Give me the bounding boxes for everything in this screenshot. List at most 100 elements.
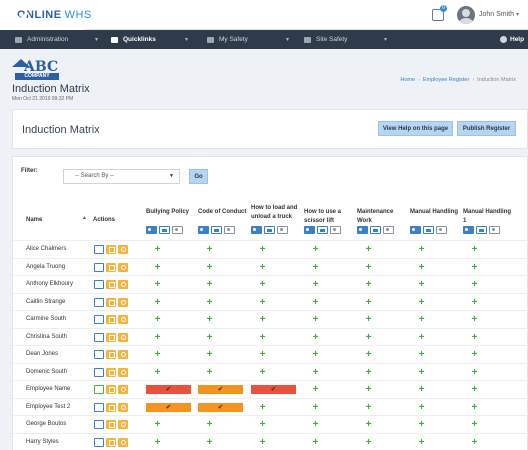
- add-induction-cell[interactable]: +: [312, 296, 319, 308]
- employee-name[interactable]: Harry Styles: [26, 438, 59, 445]
- user-icon[interactable]: [277, 226, 288, 234]
- nav-site-safety[interactable]: Site Safety ▾: [304, 30, 387, 49]
- add-induction-cell[interactable]: +: [365, 436, 372, 448]
- notify-icon[interactable]: [118, 402, 128, 412]
- add-induction-cell[interactable]: +: [471, 244, 478, 255]
- add-induction-cell[interactable]: +: [154, 314, 161, 325]
- add-induction-cell[interactable]: +: [312, 384, 319, 395]
- brand-logo[interactable]: ONLINE WHS: [0, 0, 91, 30]
- employee-name[interactable]: Anthony Elkhoury: [26, 281, 74, 287]
- add-induction-cell[interactable]: +: [154, 436, 161, 448]
- add-induction-cell[interactable]: +: [154, 279, 161, 290]
- add-induction-cell[interactable]: +: [365, 261, 372, 273]
- employee-name[interactable]: Dean Jones: [26, 351, 59, 357]
- add-induction-cell[interactable]: +: [206, 366, 213, 378]
- breadcrumb-employee-register[interactable]: Employee Register: [422, 77, 470, 83]
- notify-icon[interactable]: [118, 367, 128, 377]
- add-induction-cell[interactable]: +: [365, 279, 372, 290]
- add-induction-cell[interactable]: +: [312, 261, 319, 273]
- add-induction-cell[interactable]: +: [154, 331, 161, 343]
- add-induction-cell[interactable]: +: [418, 261, 425, 273]
- add-induction-cell[interactable]: +: [471, 261, 478, 273]
- notify-icon[interactable]: [118, 332, 128, 342]
- add-induction-cell[interactable]: +: [312, 244, 319, 255]
- add-induction-cell[interactable]: +: [154, 261, 161, 273]
- employee-name[interactable]: Carmine South: [26, 316, 67, 322]
- card-icon[interactable]: [159, 226, 170, 234]
- notify-icon[interactable]: [118, 385, 128, 394]
- add-induction-cell[interactable]: +: [418, 314, 425, 325]
- view-icon[interactable]: [94, 385, 104, 394]
- notify-icon[interactable]: [118, 437, 128, 447]
- go-button[interactable]: Go: [189, 169, 208, 184]
- employee-name[interactable]: George Boutos: [26, 421, 67, 427]
- view-icon[interactable]: [94, 297, 104, 307]
- add-induction-cell[interactable]: +: [365, 244, 372, 255]
- add-induction-cell[interactable]: +: [259, 296, 266, 308]
- add-induction-cell[interactable]: +: [471, 401, 478, 413]
- edit-icon[interactable]: [106, 350, 116, 359]
- add-induction-cell[interactable]: +: [206, 261, 213, 273]
- search-by-select[interactable]: -- Search By -- ▼: [63, 169, 180, 184]
- add-induction-cell[interactable]: +: [259, 436, 266, 448]
- add-induction-cell[interactable]: +: [259, 419, 266, 430]
- card-icon[interactable]: [370, 226, 381, 234]
- notify-icon[interactable]: [118, 420, 128, 429]
- add-induction-cell[interactable]: +: [418, 384, 425, 395]
- user-icon[interactable]: [383, 226, 394, 234]
- add-induction-cell[interactable]: +: [259, 349, 266, 360]
- add-induction-cell[interactable]: +: [471, 384, 478, 395]
- notify-icon[interactable]: [118, 315, 128, 324]
- edit-icon[interactable]: [106, 332, 116, 342]
- employee-name[interactable]: Christina South: [26, 333, 68, 340]
- employee-name[interactable]: Angela Truong: [26, 263, 66, 270]
- add-induction-cell[interactable]: +: [471, 296, 478, 308]
- add-induction-cell[interactable]: +: [312, 366, 319, 378]
- add-induction-cell[interactable]: +: [206, 331, 213, 343]
- card-icon[interactable]: [317, 226, 328, 234]
- add-induction-cell[interactable]: +: [471, 366, 478, 378]
- add-induction-cell[interactable]: +: [365, 314, 372, 325]
- overdue-induction-cell[interactable]: ✔: [146, 385, 191, 394]
- add-induction-cell[interactable]: +: [154, 349, 161, 360]
- add-induction-cell[interactable]: +: [418, 296, 425, 308]
- person-icon[interactable]: [410, 226, 421, 234]
- add-induction-cell[interactable]: +: [206, 279, 213, 290]
- add-induction-cell[interactable]: +: [206, 314, 213, 325]
- add-induction-cell[interactable]: +: [206, 244, 213, 255]
- notify-icon[interactable]: [118, 262, 128, 272]
- add-induction-cell[interactable]: +: [259, 331, 266, 343]
- add-induction-cell[interactable]: +: [418, 419, 425, 430]
- add-induction-cell[interactable]: +: [312, 349, 319, 360]
- employee-name[interactable]: Employee Test 2: [26, 403, 71, 410]
- view-icon[interactable]: [94, 402, 104, 412]
- add-induction-cell[interactable]: +: [471, 349, 478, 360]
- name-header[interactable]: Name: [26, 217, 43, 223]
- add-induction-cell[interactable]: +: [259, 244, 266, 255]
- add-induction-cell[interactable]: +: [365, 296, 372, 308]
- add-induction-cell[interactable]: +: [418, 436, 425, 448]
- person-icon[interactable]: [304, 226, 315, 234]
- add-induction-cell[interactable]: +: [471, 314, 478, 325]
- person-icon[interactable]: [357, 226, 368, 234]
- add-induction-cell[interactable]: +: [365, 401, 372, 413]
- view-icon[interactable]: [94, 315, 104, 324]
- add-induction-cell[interactable]: +: [154, 419, 161, 430]
- user-icon[interactable]: [224, 226, 235, 234]
- notify-icon[interactable]: [118, 297, 128, 307]
- add-induction-cell[interactable]: +: [312, 314, 319, 325]
- add-induction-cell[interactable]: +: [365, 366, 372, 378]
- view-icon[interactable]: [94, 245, 104, 254]
- add-induction-cell[interactable]: +: [312, 436, 319, 448]
- card-icon[interactable]: [211, 226, 222, 234]
- nav-quicklinks[interactable]: Quicklinks ▾: [111, 30, 188, 49]
- add-induction-cell[interactable]: +: [418, 349, 425, 360]
- add-induction-cell[interactable]: +: [365, 384, 372, 395]
- nav-administration[interactable]: Administration ▾: [15, 30, 98, 49]
- user-icon[interactable]: [330, 226, 341, 234]
- notify-icon[interactable]: [118, 280, 128, 289]
- add-induction-cell[interactable]: +: [154, 296, 161, 308]
- user-icon[interactable]: [172, 226, 183, 234]
- card-icon[interactable]: [476, 226, 487, 234]
- person-icon[interactable]: [198, 226, 209, 234]
